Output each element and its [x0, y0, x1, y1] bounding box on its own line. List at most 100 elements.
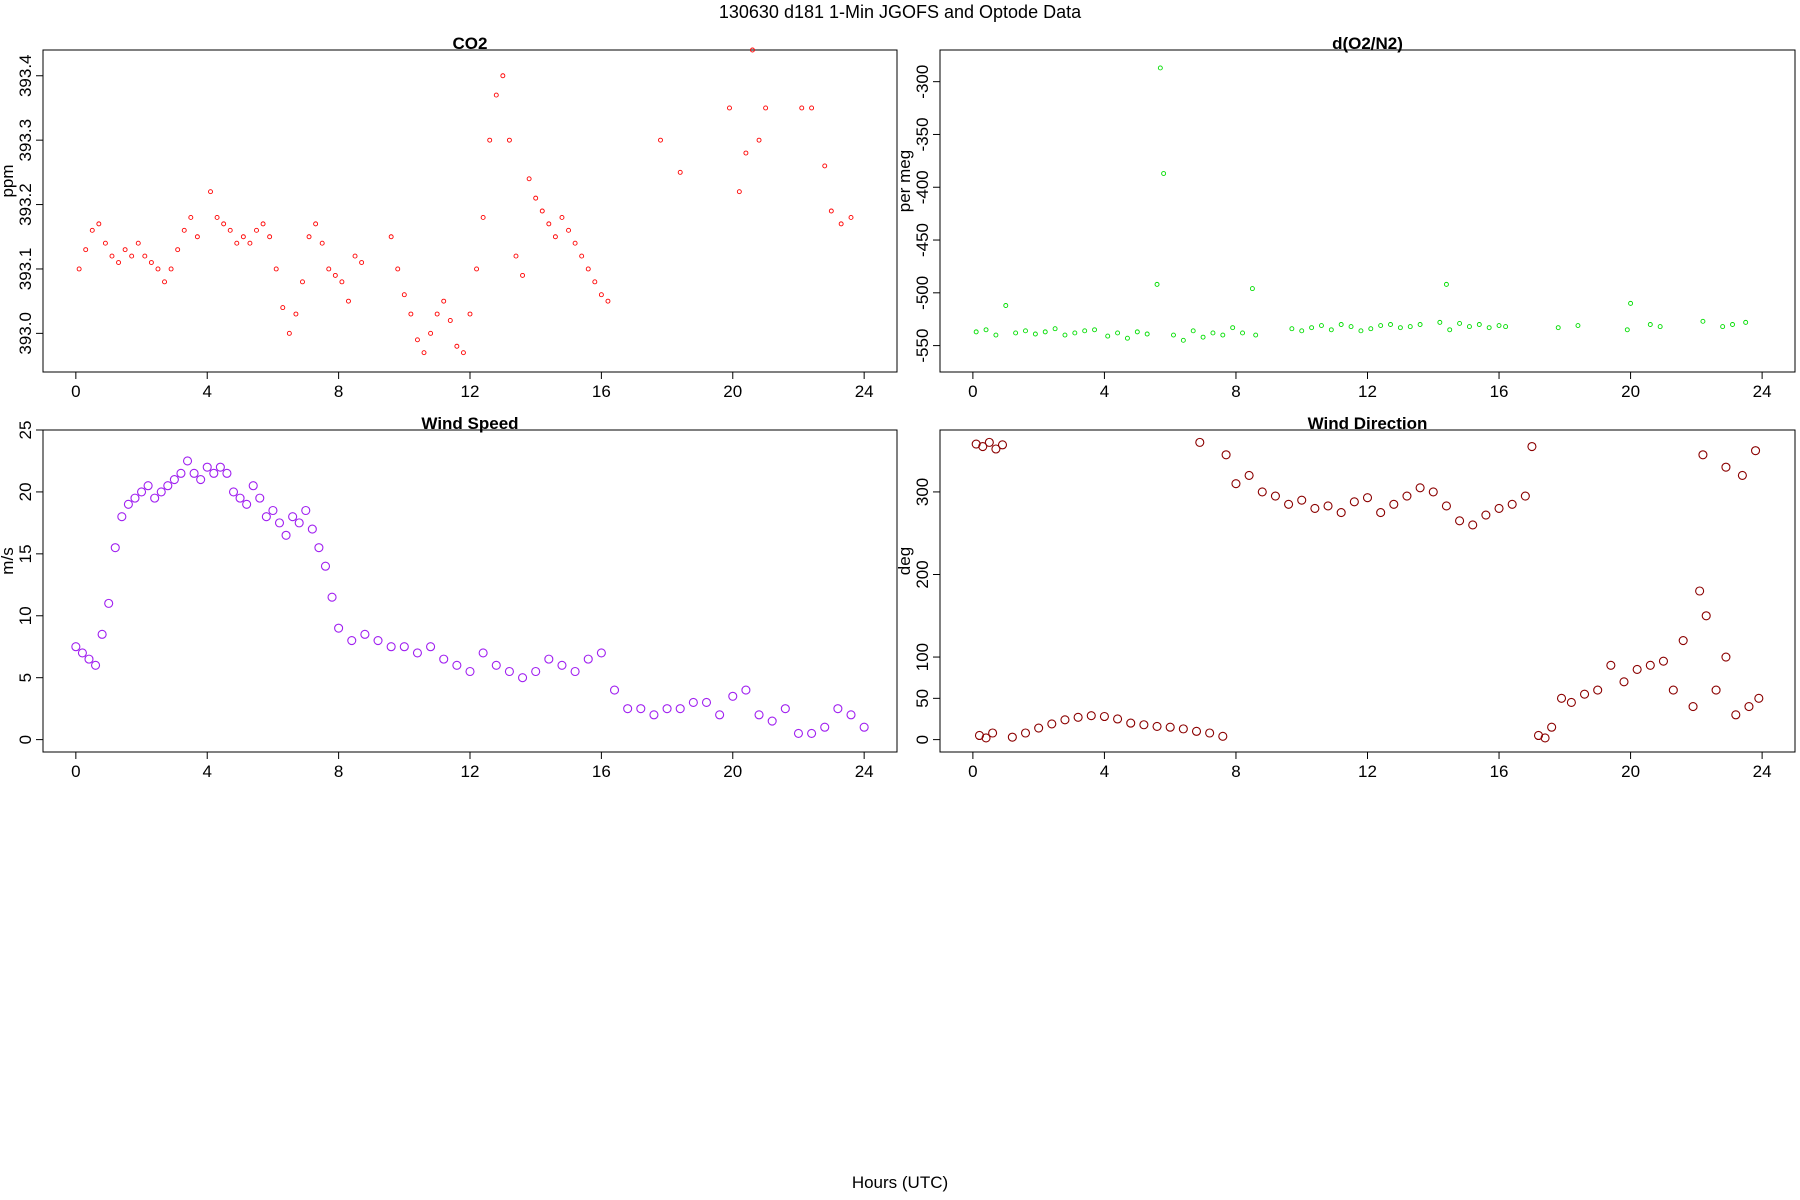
wind-direction-data-point: [1007, 732, 1017, 742]
o2n2-data-point: [983, 327, 989, 333]
wind-speed-data-point: [478, 648, 488, 658]
wind-speed-data-point: [399, 642, 409, 652]
co2-xtick-label: 12: [461, 382, 480, 401]
wind-direction-xtick-label: 8: [1231, 762, 1240, 781]
co2-data-point: [533, 195, 539, 201]
co2-data-point: [240, 234, 246, 240]
wind-speed-data-point: [104, 598, 114, 608]
o2n2-ytick-label: -300: [913, 65, 932, 99]
wind-direction-data-point: [1533, 730, 1544, 741]
wind-speed-data-point: [373, 635, 383, 646]
wind-speed-data-point: [754, 710, 764, 720]
wind-direction-data-point: [1658, 656, 1669, 666]
o2n2-xtick-label: 4: [1100, 382, 1109, 401]
co2-data-point: [388, 234, 394, 240]
wind-speed-panel: Wind Speed m/s 0 4 8 12 16 20 24 0 5 10 15 20 25: [0, 414, 898, 781]
co2-data-point: [799, 105, 805, 111]
wind-direction-data-point: [1556, 693, 1567, 703]
wind-direction-data-point: [1754, 693, 1764, 703]
o2n2-data-point: [1628, 300, 1634, 306]
wind-speed-data-point: [274, 518, 285, 528]
co2-data-point: [359, 260, 365, 265]
co2-data-point: [454, 343, 460, 349]
wind-direction-data-point: [1688, 702, 1698, 712]
o2n2-data-point: [1358, 328, 1364, 334]
wind-speed-data-point: [202, 462, 212, 472]
wind-direction-data-point: [971, 439, 981, 449]
wind-speed-ytick-label: 10: [16, 606, 35, 625]
co2-ytick-label: 393.1: [16, 248, 35, 291]
wind-direction-data-point: [1099, 711, 1109, 722]
o2n2-data-point: [1730, 322, 1735, 327]
wind-speed-data-point: [150, 493, 160, 503]
co2-data-point: [546, 221, 552, 227]
co2-data-point: [677, 169, 683, 175]
co2-data-point: [480, 214, 486, 220]
o2n2-data-point: [1503, 324, 1509, 330]
o2n2-xtick-label: 8: [1231, 382, 1240, 401]
co2-data-point: [566, 227, 571, 233]
co2-ytick-label: 393.4: [16, 54, 35, 97]
co2-data-point: [743, 150, 749, 156]
o2n2-data-point: [1466, 324, 1472, 330]
wind-speed-data-point: [84, 654, 94, 664]
wind-direction-ytick-label: 300: [913, 478, 932, 506]
wind-direction-data-point: [1349, 497, 1359, 507]
wind-direction-panel: Wind Direction deg 0 4 8 12 16 20 24 0 50 100 200 300: [895, 414, 1796, 781]
wind-direction-data-point: [1579, 689, 1590, 699]
wind-speed-data-point: [235, 493, 245, 503]
o2n2-xtick-label: 16: [1490, 382, 1509, 401]
co2-data-point: [208, 189, 213, 195]
o2n2-data-point: [1328, 327, 1334, 333]
wind-direction-data-point: [1701, 611, 1711, 621]
wind-speed-ytick-label: 15: [16, 544, 35, 563]
wind-direction-data-point: [1191, 726, 1202, 736]
co2-data-point: [441, 298, 447, 304]
wind-direction-data-point: [1678, 635, 1688, 646]
co2-data-point: [756, 137, 762, 143]
o2n2-data-point: [1154, 281, 1160, 287]
wind-speed-data-point: [570, 666, 580, 677]
wind-speed-data-point: [110, 543, 120, 553]
wind-direction-ytick-label: 200: [913, 560, 932, 588]
wind-direction-data-point: [1297, 495, 1307, 505]
o2n2-data-point: [1023, 328, 1028, 334]
wind-speed-data-point: [117, 512, 127, 522]
wind-direction-data-point: [1547, 722, 1557, 732]
co2-data-point: [181, 227, 187, 233]
o2n2-data-point: [1115, 330, 1121, 336]
figure-xlabel: Hours (UTC): [852, 1173, 948, 1192]
o2n2-plot-frame: [939, 49, 1796, 373]
wind-direction-data-point: [1165, 722, 1175, 732]
wind-direction-ytick-label: 0: [913, 735, 932, 744]
wind-speed-data-point: [623, 704, 633, 714]
o2n2-data-point: [1486, 325, 1492, 331]
wind-speed-xtick-label: 8: [334, 762, 343, 781]
wind-speed-data-point: [715, 710, 725, 720]
co2-data-point: [247, 240, 253, 246]
co2-data-point: [506, 137, 512, 143]
o2n2-panel: d(O2/N2) per meg 0 4 8 12 16 20 24 -550 -500 -450 -4…: [895, 34, 1796, 401]
wind-direction-data-point: [988, 728, 998, 738]
o2n2-data-point: [1624, 327, 1630, 333]
wind-direction-data-point: [1520, 491, 1530, 501]
co2-data-point: [83, 247, 89, 253]
o2n2-data-point: [1647, 322, 1653, 327]
co2-xtick-label: 0: [71, 382, 80, 401]
o2n2-data-point: [1378, 323, 1384, 328]
wind-speed-data-point: [91, 660, 101, 670]
wind-speed-data-point: [189, 468, 199, 478]
co2-data-point: [162, 279, 167, 285]
wind-direction-plot-frame: [939, 429, 1796, 753]
wind-speed-data-point: [182, 456, 193, 466]
co2-xtick-label: 20: [723, 382, 742, 401]
co2-data-point: [763, 105, 769, 111]
wind-direction-data-point: [1441, 501, 1451, 511]
wind-direction-data-point: [1415, 483, 1425, 493]
wind-direction-data-point: [1695, 586, 1705, 596]
co2-title: CO2: [453, 34, 488, 53]
o2n2-data-point: [1190, 328, 1196, 334]
o2n2-ytick-label: -550: [913, 329, 932, 363]
o2n2-data-point: [1092, 327, 1098, 333]
wind-direction-data-point: [1231, 479, 1241, 489]
